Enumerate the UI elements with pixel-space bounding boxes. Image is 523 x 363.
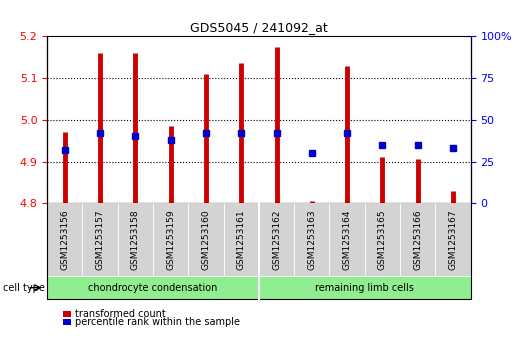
Text: GSM1253164: GSM1253164 xyxy=(343,209,351,270)
Text: GSM1253162: GSM1253162 xyxy=(272,209,281,270)
Text: chondrocyte condensation: chondrocyte condensation xyxy=(88,283,218,293)
Text: GSM1253167: GSM1253167 xyxy=(449,209,458,270)
Text: remaining limb cells: remaining limb cells xyxy=(315,283,414,293)
Text: cell type: cell type xyxy=(3,283,44,293)
Text: GSM1253161: GSM1253161 xyxy=(237,209,246,270)
Title: GDS5045 / 241092_at: GDS5045 / 241092_at xyxy=(190,21,328,34)
Text: transformed count: transformed count xyxy=(75,309,166,319)
Text: GSM1253163: GSM1253163 xyxy=(308,209,316,270)
Text: GSM1253158: GSM1253158 xyxy=(131,209,140,270)
Text: GSM1253157: GSM1253157 xyxy=(96,209,105,270)
Text: GSM1253165: GSM1253165 xyxy=(378,209,387,270)
Text: GSM1253160: GSM1253160 xyxy=(201,209,210,270)
Text: percentile rank within the sample: percentile rank within the sample xyxy=(75,317,240,327)
Text: GSM1253156: GSM1253156 xyxy=(60,209,69,270)
Text: GSM1253159: GSM1253159 xyxy=(166,209,175,270)
Text: GSM1253166: GSM1253166 xyxy=(413,209,422,270)
